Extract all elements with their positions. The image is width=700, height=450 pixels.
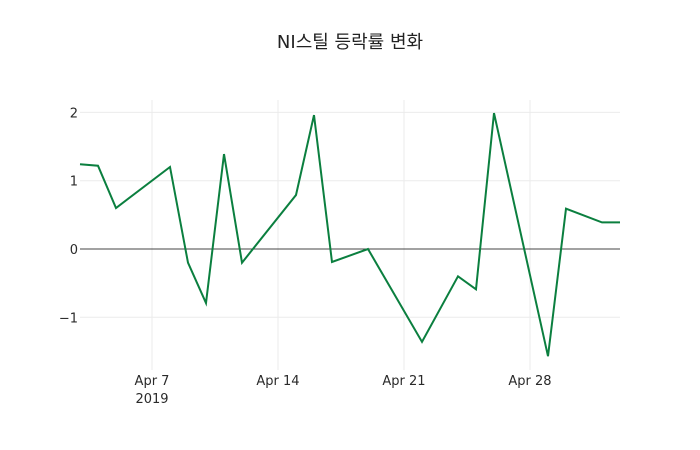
y-tick-label: −1: [59, 311, 78, 326]
x-tick-label: Apr 7: [135, 374, 170, 389]
y-tick-label: 1: [70, 175, 78, 190]
x-tick-label: Apr 21: [382, 374, 425, 389]
y-tick-label: 0: [70, 243, 78, 258]
series-line: [79, 112, 620, 357]
chart-title: NI스틸 등락률 변화: [276, 32, 424, 53]
x-tick-sublabel: 2019: [135, 392, 168, 407]
y-tick-label: 2: [70, 106, 78, 121]
x-tick-label: Apr 28: [508, 374, 551, 389]
x-tick-label: Apr 14: [256, 374, 299, 389]
